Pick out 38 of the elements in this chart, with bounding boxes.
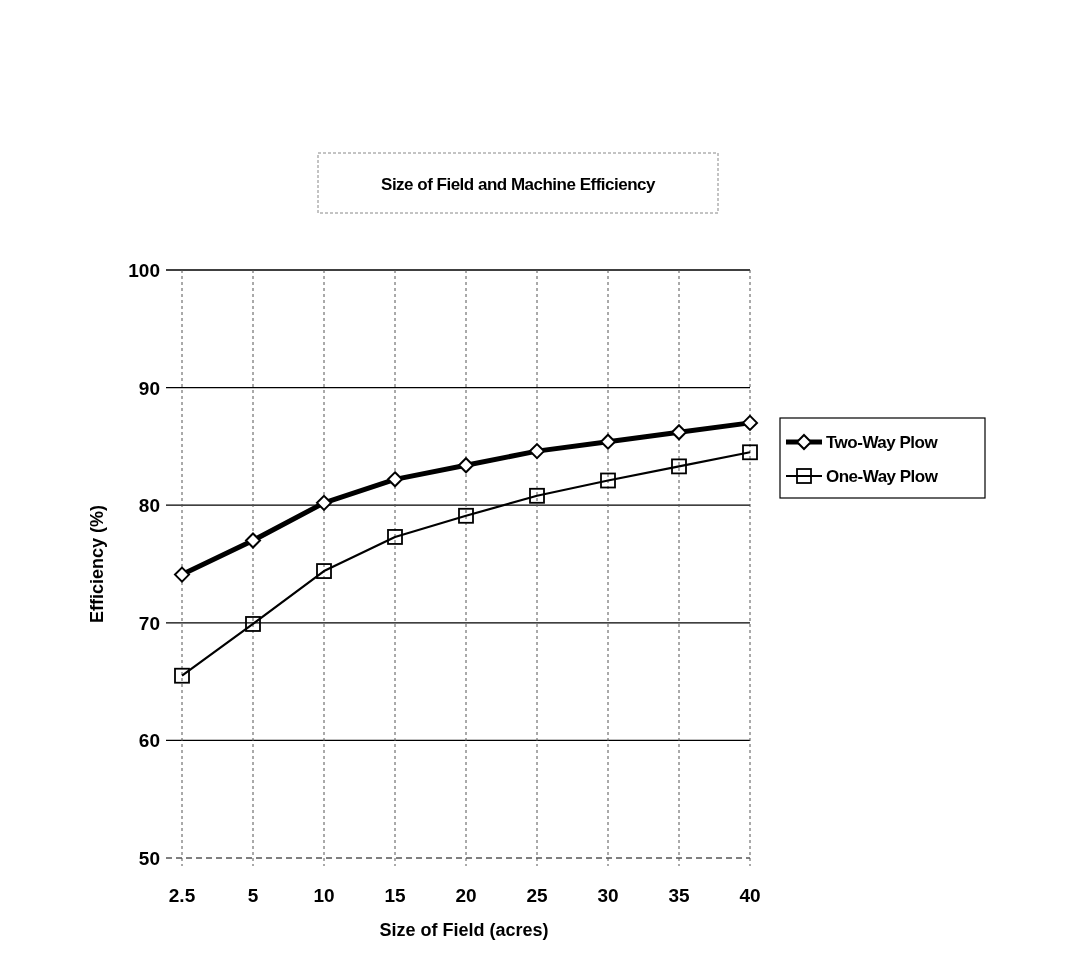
x-tick-label: 20 bbox=[455, 885, 477, 906]
y-tick-label: 50 bbox=[138, 848, 160, 869]
y-axis-title: Efficiency (%) bbox=[87, 504, 107, 624]
x-tick-label: 5 bbox=[247, 885, 259, 906]
y-tick-label: 60 bbox=[138, 730, 160, 752]
chart-title: Size of Field and Machine Efficiency bbox=[381, 175, 656, 194]
point bbox=[742, 414, 758, 431]
point bbox=[174, 566, 190, 583]
legend-label: Two-Way Plow bbox=[826, 433, 939, 452]
point bbox=[316, 494, 332, 511]
point bbox=[245, 616, 261, 632]
x-tick-label: 30 bbox=[597, 885, 619, 906]
x-tick-label: 25 bbox=[526, 885, 548, 906]
x-tick-label: 35 bbox=[668, 885, 690, 906]
x-tick-label: 10 bbox=[313, 885, 335, 906]
point bbox=[174, 667, 190, 684]
point bbox=[671, 424, 687, 441]
point bbox=[529, 487, 545, 504]
point bbox=[458, 507, 474, 524]
point bbox=[742, 444, 758, 461]
x-tick-label: 40 bbox=[739, 885, 761, 906]
point bbox=[316, 563, 332, 579]
x-tick-label: 2.5 bbox=[168, 885, 196, 906]
y-tick-label: 70 bbox=[138, 612, 160, 634]
y-tick-label: 80 bbox=[138, 495, 160, 517]
x-tick-label: 15 bbox=[384, 885, 406, 906]
point bbox=[458, 457, 474, 474]
point bbox=[387, 471, 403, 488]
y-tick-label: 90 bbox=[138, 377, 160, 399]
x-axis-title: Size of Field (acres) bbox=[379, 920, 549, 940]
point bbox=[529, 443, 545, 460]
point bbox=[600, 433, 616, 450]
point bbox=[600, 472, 616, 489]
legend-label: One-Way Plow bbox=[826, 467, 939, 486]
y-tick-label: 100 bbox=[128, 260, 160, 281]
point bbox=[387, 529, 403, 545]
point bbox=[245, 532, 261, 549]
point bbox=[671, 458, 687, 475]
